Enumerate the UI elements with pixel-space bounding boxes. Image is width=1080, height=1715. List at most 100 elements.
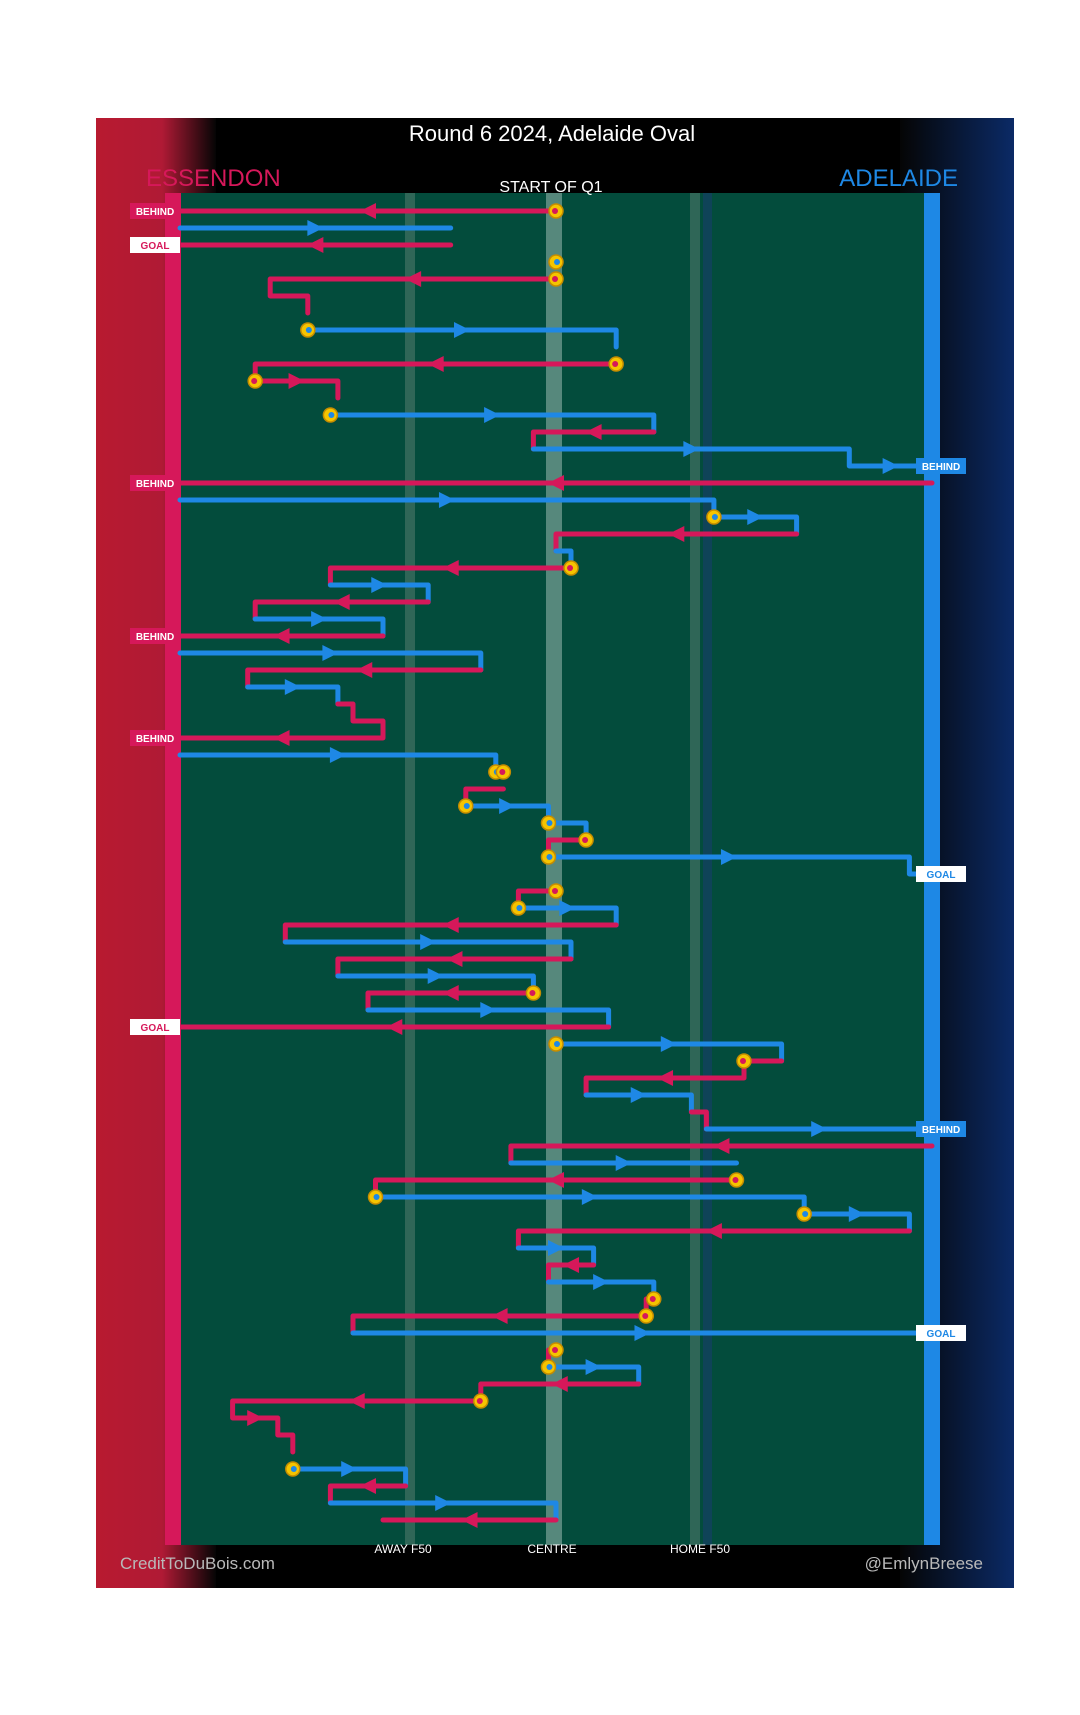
direction-arrow xyxy=(563,1257,580,1273)
direction-arrow xyxy=(811,1121,828,1137)
stoppage-marker-dot xyxy=(546,1364,553,1370)
direction-arrow xyxy=(348,1393,365,1409)
stoppage-marker-dot xyxy=(552,208,558,214)
chain-ess xyxy=(335,951,574,979)
outcome-label-box xyxy=(130,628,180,644)
chain-ess xyxy=(177,475,935,491)
direction-arrow xyxy=(848,1206,865,1222)
direction-arrow xyxy=(307,237,324,253)
stoppage-marker-dot xyxy=(546,820,553,826)
direction-arrow xyxy=(657,1070,674,1086)
chain-line xyxy=(327,1483,409,1506)
direction-arrow xyxy=(593,1274,610,1290)
stoppage-marker-dot xyxy=(328,412,335,418)
chain-ess xyxy=(177,237,454,253)
chain-ess xyxy=(252,373,341,401)
chain-line xyxy=(546,1364,642,1387)
chain-ade xyxy=(583,1087,694,1115)
chain-line xyxy=(177,701,386,741)
chain-ess xyxy=(515,1223,912,1251)
outcome-label-text: BEHIND xyxy=(136,479,174,490)
markers-layer xyxy=(247,203,812,1477)
outcome-label-box xyxy=(130,237,180,253)
chain-ade xyxy=(365,1002,612,1030)
chain-ade xyxy=(801,1206,912,1234)
chain-ade xyxy=(327,407,657,435)
chain-ade xyxy=(350,1325,935,1341)
stoppage-marker-dot xyxy=(552,1347,558,1353)
outcome-label-text: GOAL xyxy=(927,870,956,881)
direction-arrow xyxy=(446,951,463,967)
chain-line xyxy=(245,684,341,707)
direction-arrow xyxy=(585,1359,602,1375)
chain-line xyxy=(583,1092,694,1115)
outcome-label-text: BEHIND xyxy=(922,1125,960,1136)
direction-arrow xyxy=(882,458,899,474)
direction-arrow xyxy=(333,594,350,610)
stoppage-marker-dot xyxy=(305,327,312,333)
direction-arrow xyxy=(713,1138,730,1154)
outcome-label-text: GOAL xyxy=(141,1023,170,1034)
direction-arrow xyxy=(438,492,455,508)
chain-line xyxy=(252,616,386,639)
direction-arrow xyxy=(307,220,324,236)
chain-line xyxy=(327,565,574,588)
chain-line xyxy=(252,378,341,401)
direction-arrow xyxy=(720,849,737,865)
footer-handle: @EmlynBreese xyxy=(865,1554,983,1573)
stoppage-marker-dot xyxy=(732,1177,739,1183)
direction-arrow xyxy=(683,441,700,457)
goal-label: GOAL xyxy=(130,237,180,253)
chain-line xyxy=(711,514,800,537)
direction-arrow xyxy=(427,968,444,984)
stoppage-marker-dot xyxy=(251,378,258,384)
direction-arrow xyxy=(435,1495,452,1511)
direction-arrow xyxy=(273,730,290,746)
outcome-label-box xyxy=(130,1019,180,1035)
direction-arrow xyxy=(420,934,437,950)
chain-ade xyxy=(546,1359,642,1387)
outcome-label-text: GOAL xyxy=(927,1329,956,1340)
stoppage-marker-dot xyxy=(552,888,558,894)
direction-arrow xyxy=(360,203,376,219)
chain-line xyxy=(327,582,431,605)
direction-arrow xyxy=(559,900,576,916)
behind-label: BEHIND xyxy=(130,730,180,746)
chain-ess xyxy=(267,271,559,316)
outcome-label-text: BEHIND xyxy=(136,632,174,643)
chain-line xyxy=(515,905,619,928)
stoppage-marker-dot xyxy=(516,905,523,911)
direction-arrow xyxy=(371,577,388,593)
behind-label: BEHIND xyxy=(130,628,180,644)
stoppage-marker-dot xyxy=(476,1398,483,1404)
chain-line xyxy=(530,429,657,452)
chain-line xyxy=(553,1041,785,1064)
behind-label: BEHIND xyxy=(130,475,180,491)
outcome-label-text: BEHIND xyxy=(136,207,174,218)
chain-ess xyxy=(177,628,386,644)
stoppage-marker-dot xyxy=(711,514,718,520)
direction-arrow xyxy=(273,628,290,644)
stoppage-marker-dot xyxy=(612,361,619,367)
behind-label: BEHIND xyxy=(916,1121,966,1137)
direction-arrow xyxy=(484,407,501,423)
chain-ade xyxy=(327,1495,559,1523)
chain-ess xyxy=(546,1257,597,1285)
chain-line xyxy=(365,1007,612,1030)
direction-arrow xyxy=(311,611,328,627)
direction-arrow xyxy=(581,1189,598,1205)
direction-arrow xyxy=(634,1325,651,1341)
chain-ess xyxy=(177,1019,612,1035)
direction-arrow xyxy=(585,424,602,440)
right-team-name: ADELAIDE xyxy=(839,165,958,192)
direction-arrow xyxy=(356,662,373,678)
chain-line xyxy=(327,1500,559,1523)
chain-line xyxy=(252,599,431,622)
tick-label-centre: CENTRE xyxy=(527,1542,576,1556)
chain-line xyxy=(350,1313,649,1336)
away-f50-line xyxy=(405,193,415,1545)
chain-ade xyxy=(553,1036,785,1064)
outcome-labels-layer: BEHIND GOAL BEHIND BEHIND BEHIND BEHIND GOAL GO… xyxy=(130,203,966,1341)
chain-line xyxy=(267,276,559,316)
centre-line xyxy=(546,193,562,1545)
